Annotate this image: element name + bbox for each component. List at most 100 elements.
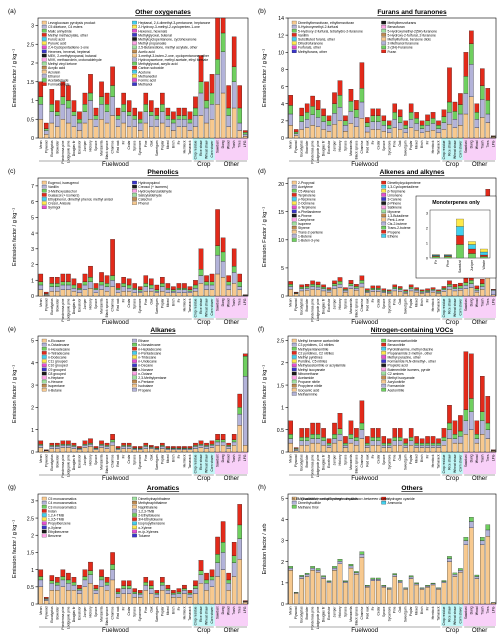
bar-segment (425, 447, 430, 453)
bar-segment (430, 291, 436, 297)
bar-segment (359, 438, 365, 453)
bar-segment (44, 291, 49, 294)
x-tick-label: Corn stover (458, 454, 462, 472)
bar-segment (66, 579, 71, 584)
bar-segment (132, 588, 137, 593)
legend-swatch (291, 388, 297, 392)
legend-label: 3-Methoxycatechol (48, 189, 77, 193)
bar-segment (187, 594, 193, 598)
y-tick-label: 1.5 (277, 383, 284, 389)
x-tick-label: Wheat straw (453, 140, 457, 159)
bar-segment (441, 437, 447, 441)
bar-segment (430, 436, 436, 444)
bar-segment (419, 445, 425, 448)
x-tick-label: Excelsior (327, 298, 331, 312)
legend-swatch (291, 180, 297, 185)
legend-swatch (381, 189, 387, 193)
x-tick-label: Ponderosa pine (61, 298, 65, 321)
bar-segment (60, 96, 66, 105)
bar-segment (299, 576, 304, 579)
bar-segment (419, 447, 425, 453)
bar-segment (359, 286, 365, 297)
bar-segment (115, 289, 121, 293)
bar-segment (392, 437, 397, 441)
x-tick-label: Chamise (111, 140, 115, 153)
bar-segment (160, 577, 165, 583)
legend-label: Isopropylbenzene (138, 522, 165, 526)
x-tick-label: LPG (243, 140, 247, 147)
group-label: Fuelwood (351, 627, 378, 634)
bar-segment (299, 445, 304, 453)
x-tick-label: Corn stover (210, 140, 214, 158)
bar-segment (55, 286, 60, 292)
bar-segment (397, 286, 403, 289)
bar-segment (441, 580, 447, 582)
legend-swatch (291, 189, 297, 193)
x-tick-label: Sawdust (464, 454, 468, 467)
bar-segment (408, 127, 414, 139)
bar-segment (60, 586, 66, 605)
bar-segment (408, 284, 414, 288)
x-tick-label: Birch (171, 606, 175, 614)
legend-swatch (381, 501, 387, 505)
legend-swatch (132, 57, 137, 62)
bar-segment (326, 289, 332, 291)
x-tick-label: Pine (393, 140, 397, 147)
bar-segment (480, 85, 485, 100)
bar-segment (143, 275, 149, 284)
bar-segment (55, 442, 60, 446)
bar-segment (343, 115, 348, 121)
bar-segment (463, 434, 469, 453)
legend-label: Phenol (138, 202, 149, 206)
x-tick-label: LPG (491, 454, 495, 461)
bar-segment (403, 128, 408, 133)
x-tick-label: Ponderosa pine (61, 606, 65, 629)
y-tick-label: 4 (31, 361, 34, 367)
x-tick-label: Wheat straw (453, 606, 457, 625)
bar-segment (430, 118, 436, 124)
legend-swatch (291, 379, 297, 384)
bar-segment (204, 445, 209, 447)
bar-segment (204, 289, 209, 297)
bar-segment (99, 447, 104, 453)
y-tick-label: 1 (281, 406, 284, 412)
bar-segment (176, 292, 182, 297)
y-tick-label: 0 (31, 294, 34, 300)
x-tick-label: Crop residue (442, 454, 446, 473)
bar-segment (209, 119, 215, 139)
bar-segment (182, 588, 187, 591)
bar-segment (49, 442, 55, 446)
bar-segment (176, 588, 182, 593)
bar-segment (121, 122, 126, 139)
bar-segment (387, 125, 392, 129)
bar-segment (93, 288, 99, 290)
legend-swatch (132, 45, 137, 49)
bar-segment (321, 129, 326, 139)
bar-segment (231, 555, 237, 563)
bar-segment (288, 95, 293, 106)
legend-swatch (41, 197, 47, 201)
bar-segment (44, 600, 49, 605)
bar-segment (452, 420, 458, 435)
legend-label: Methanol (138, 83, 152, 87)
x-tick-label: Fir (371, 454, 375, 459)
legend-swatch (132, 29, 137, 33)
bar-segment (310, 125, 315, 139)
bar-segment (77, 122, 82, 131)
bar-segment (99, 119, 104, 139)
bar-segment (66, 85, 71, 101)
group-label: Fuelwood (102, 627, 129, 634)
bar-segment (299, 129, 304, 139)
x-tick-label: Trash (480, 140, 484, 148)
legend-label: n-Dodecane (48, 355, 67, 359)
bar-segment (463, 409, 469, 421)
legend-label: C4 monoaromatics (48, 501, 77, 505)
bar-segment (469, 517, 474, 522)
bar-segment (315, 289, 321, 297)
bar-segment (447, 422, 452, 430)
legend-swatch (132, 20, 137, 25)
bar-segment (49, 445, 55, 447)
inset-y-tick-label: 1 (426, 242, 428, 246)
x-tick-label: Chamise (111, 454, 115, 467)
